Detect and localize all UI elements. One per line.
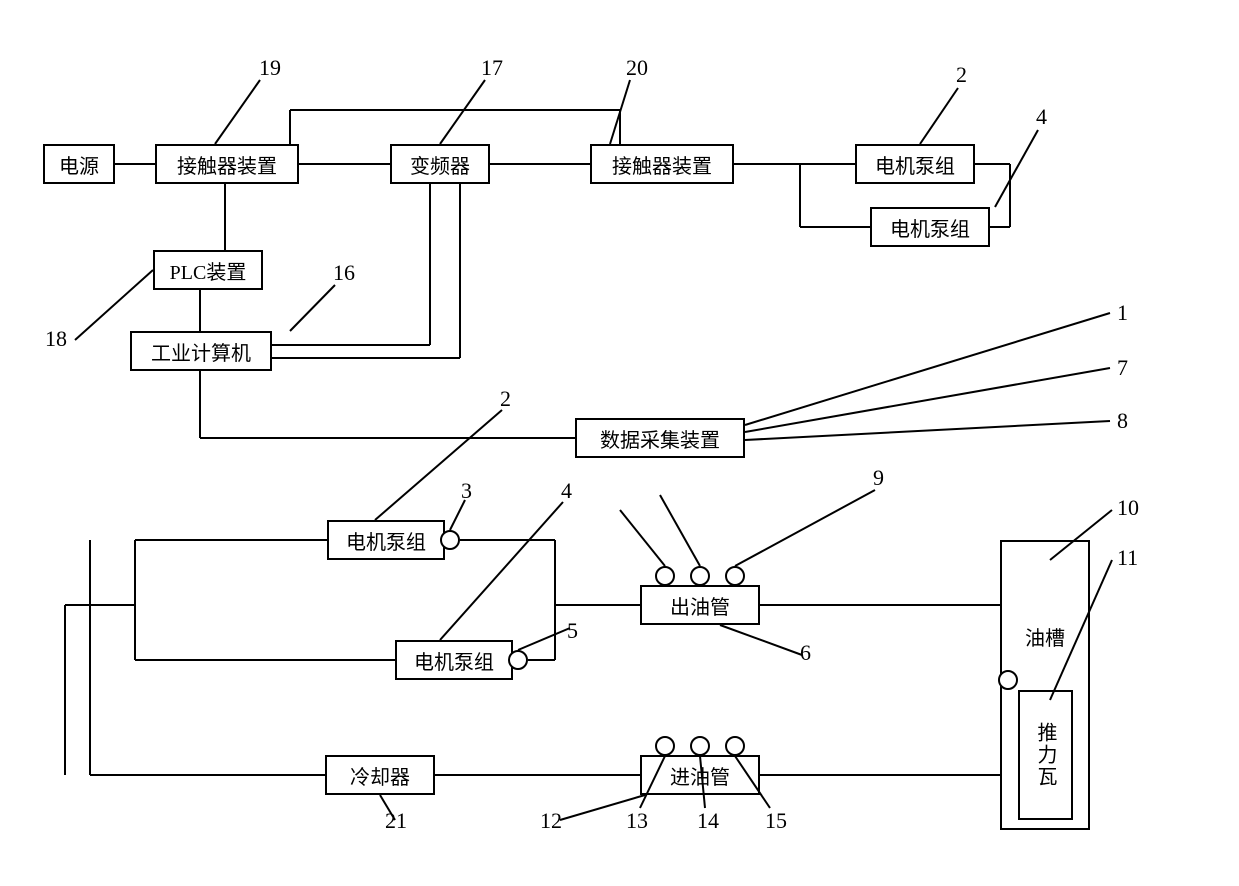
label-11: 11 [1117, 545, 1138, 571]
sensor-13 [655, 736, 675, 756]
sensor-11 [998, 670, 1018, 690]
label-9: 9 [873, 465, 884, 491]
label-4a: 4 [1036, 104, 1047, 130]
motor-mid2-box: 电机泵组 [395, 640, 513, 680]
inverter-box: 变频器 [390, 144, 490, 184]
label-4b: 4 [561, 478, 572, 504]
label-16: 16 [333, 260, 355, 286]
label-14: 14 [697, 808, 719, 834]
sensor-3 [440, 530, 460, 550]
motor-mid1-box: 电机泵组 [327, 520, 445, 560]
sensor-5 [508, 650, 528, 670]
cooler-box: 冷却器 [325, 755, 435, 795]
label-12: 12 [540, 808, 562, 834]
label-6: 6 [800, 640, 811, 666]
tank-label: 油槽 [1002, 622, 1088, 651]
label-20: 20 [626, 55, 648, 81]
label-18: 18 [45, 326, 67, 352]
label-13: 13 [626, 808, 648, 834]
contactor2-box: 接触器装置 [590, 144, 734, 184]
sensor-15 [725, 736, 745, 756]
plc-box: PLC装置 [153, 250, 263, 290]
label-10: 10 [1117, 495, 1139, 521]
sensor-7 [655, 566, 675, 586]
label-8: 8 [1117, 408, 1128, 434]
label-21: 21 [385, 808, 407, 834]
daq-box: 数据采集装置 [575, 418, 745, 458]
label-2b: 2 [500, 386, 511, 412]
label-1: 1 [1117, 300, 1128, 326]
sensor-9 [725, 566, 745, 586]
label-5: 5 [567, 618, 578, 644]
thrust-box: 推力瓦 [1018, 690, 1073, 820]
ipc-box: 工业计算机 [130, 331, 272, 371]
motor-top2-box: 电机泵组 [870, 207, 990, 247]
label-7: 7 [1117, 355, 1128, 381]
sensor-14 [690, 736, 710, 756]
motor-top1-box: 电机泵组 [855, 144, 975, 184]
power-box: 电源 [43, 144, 115, 184]
label-19: 19 [259, 55, 281, 81]
contactor1-box: 接触器装置 [155, 144, 299, 184]
inlet-box: 进油管 [640, 755, 760, 795]
outlet-box: 出油管 [640, 585, 760, 625]
sensor-8 [690, 566, 710, 586]
label-3: 3 [461, 478, 472, 504]
label-2a: 2 [956, 62, 967, 88]
label-17: 17 [481, 55, 503, 81]
label-15: 15 [765, 808, 787, 834]
